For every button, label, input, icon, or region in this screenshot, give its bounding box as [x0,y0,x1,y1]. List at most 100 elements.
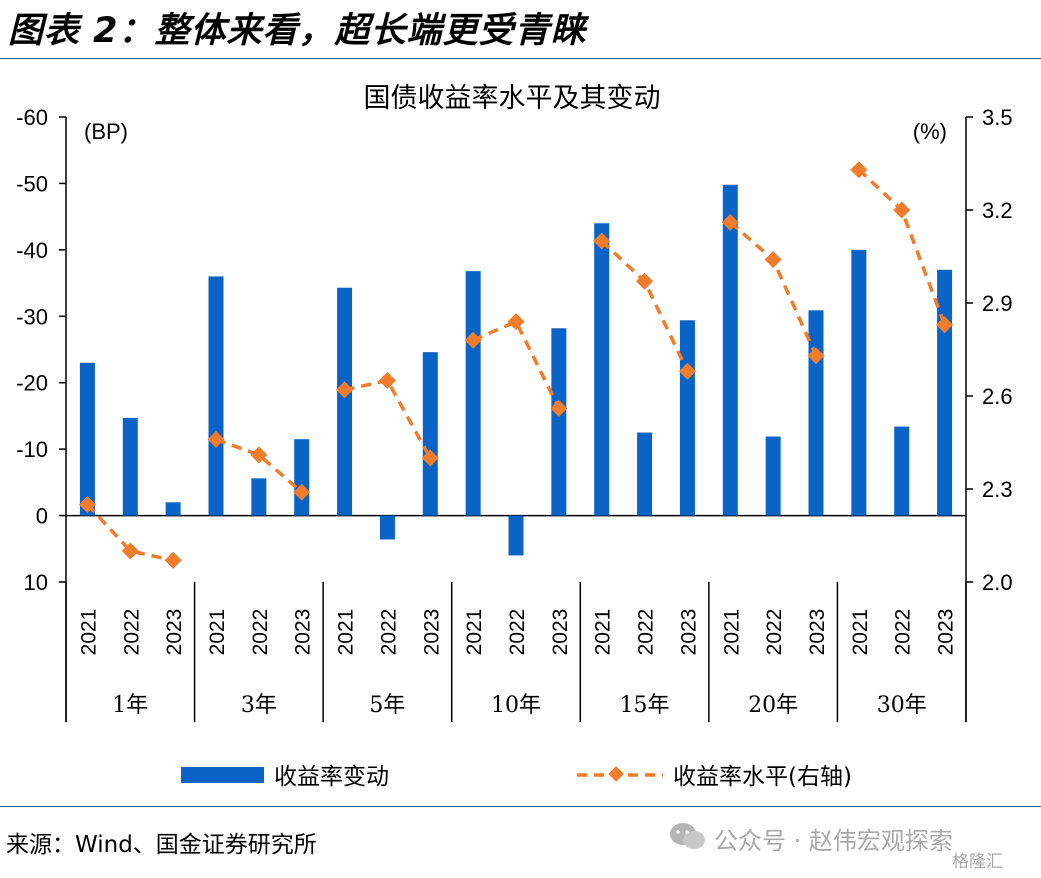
line-point [78,496,96,513]
year-tick-label: 2023 [935,609,958,656]
chart: 国债收益率水平及其变动 (BP) (%) -60 -50 -40 -30 -20 -10 0… [16,83,1013,790]
year-tick-label: 2023 [549,609,572,656]
line-point [336,381,354,399]
bar [551,328,567,516]
bar [637,432,653,516]
line-point [850,161,868,179]
year-tick-label: 2021 [720,609,743,656]
year-tick-label: 2021 [849,609,872,656]
line-point [464,331,482,349]
chart-title: 国债收益率水平及其变动 [364,83,661,114]
bar [165,502,181,516]
bar [251,478,267,516]
year-tick-label: 2022 [635,609,658,656]
bar [122,417,138,516]
line-segment [729,221,818,357]
bar [422,352,438,516]
right-tick-label: 2.6 [982,384,1013,409]
line-point [678,362,696,380]
year-tick-label: 2021 [592,609,615,656]
bar [594,223,610,516]
left-tick-label: -20 [16,371,48,396]
year-tick-label: 2023 [677,609,700,656]
legend: 收益率变动 收益率水平(右轴) [181,764,852,790]
left-tick-label: -10 [16,437,48,462]
legend-diamond-marker [608,766,624,782]
bar [508,515,524,556]
year-tick-label: 2022 [120,609,143,656]
bar [679,320,695,516]
bar [465,271,481,516]
line-point [764,251,782,269]
group-tick-label: 20年 [748,693,798,718]
group-tick-label: 30年 [877,693,927,718]
bar [808,310,824,516]
legend-line-label: 收益率水平(右轴) [673,764,852,790]
line-point [593,232,611,250]
right-tick-label: 3.2 [982,198,1013,223]
year-tick-label: 2021 [206,609,229,656]
year-tick-label: 2021 [77,609,100,656]
figure-footer: 来源：Wind、国金证券研究所 公众号 · 赵伟宏观探索 格隆汇 [0,806,1041,878]
group-tick-label: 1年 [112,693,148,718]
line-segment [857,168,947,326]
line-point [936,316,954,334]
source-note: 来源：Wind、国金证券研究所 [6,832,317,858]
year-tick-label: 2021 [463,609,486,656]
line-point [164,551,182,569]
year-tick-label: 2022 [506,609,529,656]
bar-series [79,184,953,556]
line-point [507,313,525,331]
line-segment [344,378,432,459]
legend-bar-label: 收益率变动 [274,764,389,790]
group-tick-label: 5年 [369,693,405,718]
left-axis-unit: (BP) [84,119,128,144]
line-segment [472,319,561,410]
line-point [293,483,311,501]
figure-header: 图表 2：整体来看，超长端更受青睐 [0,0,1041,59]
bar [851,249,867,516]
figure-title: 图表 2：整体来看，超长端更受青睐 [8,11,587,51]
bar [294,439,310,516]
line-point [421,449,439,467]
left-tick-label: -60 [16,105,48,130]
left-tick-label: 0 [36,504,48,529]
bar [937,269,953,516]
line-point [721,213,739,231]
line-point [893,201,911,219]
line-segment [600,239,689,372]
left-tick-label: 10 [24,570,48,595]
right-tick-label: 2.3 [982,477,1013,502]
line-point [807,347,825,365]
bar [894,426,910,516]
right-axis-unit: (%) [913,119,947,144]
legend-bar-swatch [181,767,264,783]
bar [722,184,738,516]
group-tick-label: 3年 [241,693,277,718]
right-tick-label: 3.5 [982,105,1013,130]
bar [208,276,224,516]
right-axis: 3.5 3.2 2.9 2.6 2.3 2.0 [965,105,1013,722]
left-tick-label: -30 [16,304,48,329]
year-tick-label: 2022 [892,609,915,656]
bar [379,515,395,540]
bar [765,436,781,516]
right-tick-label: 2.9 [982,291,1013,316]
left-tick-label: -50 [16,171,48,196]
line-point [636,272,654,290]
bar [79,362,95,516]
line-point [121,542,139,560]
wechat-icon [670,823,705,849]
line-point [207,430,225,448]
year-tick-label: 2023 [163,609,186,656]
line-segment [86,503,174,563]
year-tick-label: 2023 [806,609,829,656]
year-tick-label: 2022 [763,609,786,656]
group-tick-label: 15年 [620,693,670,718]
line-series [78,161,954,569]
bar [337,287,353,516]
group-tick-label: 10年 [491,693,541,718]
year-tick-label: 2023 [292,609,315,656]
watermark-sub: 格隆汇 [952,852,1003,872]
year-tick-label: 2021 [335,609,358,656]
